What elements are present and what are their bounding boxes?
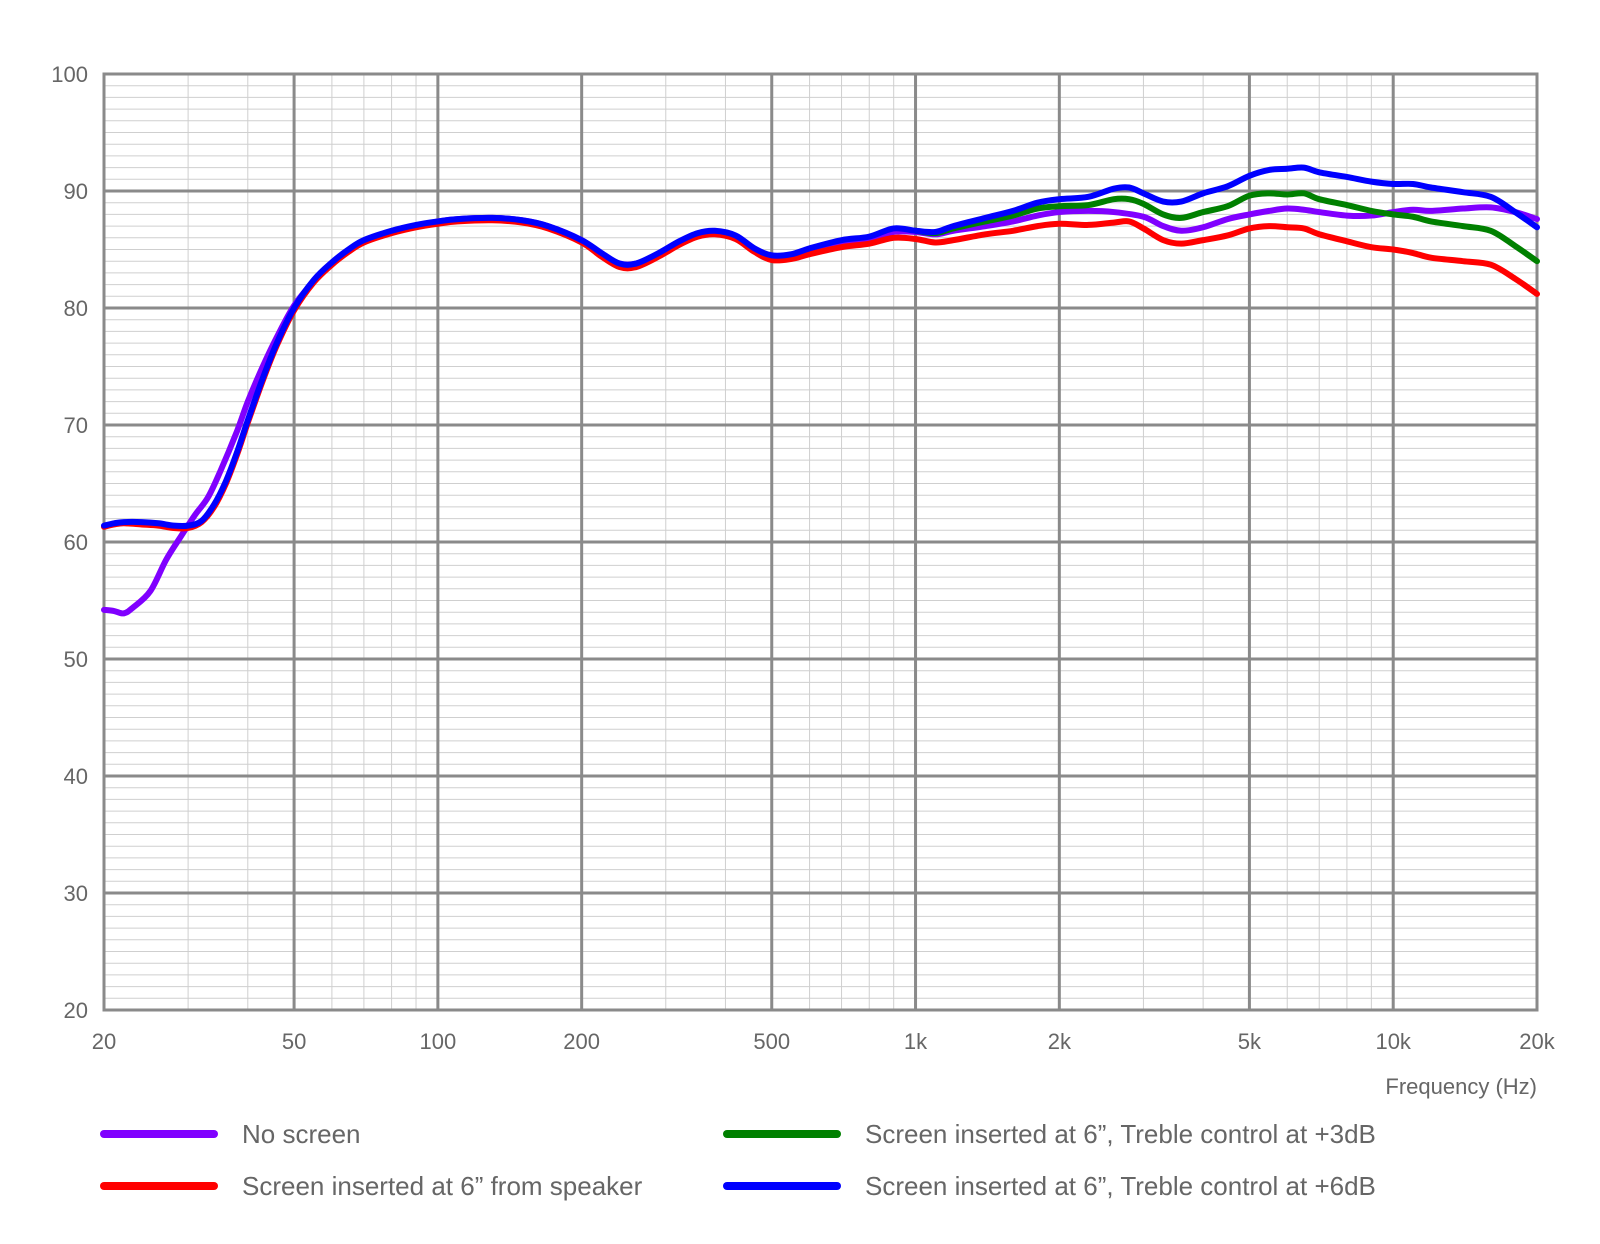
y-tick-label: 20	[64, 998, 88, 1023]
x-tick-label: 20k	[1519, 1029, 1555, 1054]
series-layer	[101, 164, 1540, 617]
legend-label: Screen inserted at 6”, Treble control at…	[865, 1119, 1376, 1149]
y-tick-label: 60	[64, 530, 88, 555]
legend-label: Screen inserted at 6”, Treble control at…	[865, 1171, 1376, 1201]
plot-frame	[102, 72, 1539, 1012]
x-tick-label: 50	[282, 1029, 306, 1054]
x-tick-label: 5k	[1238, 1029, 1262, 1054]
legend-item: Screen inserted at 6”, Treble control at…	[723, 1171, 1376, 1201]
series-line-screen-inserted-at-6-from-speaker	[101, 217, 1540, 532]
x-axis-tick-labels: 20 50 100 200 500 1k 2k 5k 10k 20k	[92, 1029, 1556, 1054]
y-tick-label: 50	[64, 647, 88, 672]
legend-label: Screen inserted at 6” from speaker	[242, 1171, 643, 1201]
series-line-screen-inserted-at-6-treble-control-at-6db	[101, 164, 1540, 530]
x-tick-label: 10k	[1375, 1029, 1411, 1054]
legend-item: No screen	[100, 1119, 361, 1149]
legend-item: Screen inserted at 6”, Treble control at…	[723, 1119, 1376, 1149]
x-axis-title: Frequency (Hz)	[1385, 1074, 1537, 1099]
plot-border	[102, 72, 1539, 1012]
x-tick-label: 2k	[1048, 1029, 1072, 1054]
y-tick-label: 80	[64, 296, 88, 321]
series-line-no-screen	[101, 204, 1540, 617]
y-axis-tick-labels: 100 90 80 70 60 50 40 30 20	[51, 62, 88, 1023]
y-tick-label: 30	[64, 881, 88, 906]
y-tick-label: 40	[64, 764, 88, 789]
legend-label: No screen	[242, 1119, 361, 1149]
x-tick-label: 100	[420, 1029, 457, 1054]
x-tick-label: 1k	[904, 1029, 928, 1054]
legend-item: Screen inserted at 6” from speaker	[100, 1171, 643, 1201]
legend: No screen Screen inserted at 6” from spea…	[100, 1119, 1376, 1201]
x-tick-label: 500	[753, 1029, 790, 1054]
y-tick-label: 100	[51, 62, 88, 87]
y-tick-label: 90	[64, 179, 88, 204]
x-tick-label: 20	[92, 1029, 116, 1054]
series-line-screen-inserted-at-6-treble-control-at-3db	[912, 190, 1540, 265]
x-tick-label: 200	[563, 1029, 600, 1054]
y-tick-label: 70	[64, 413, 88, 438]
